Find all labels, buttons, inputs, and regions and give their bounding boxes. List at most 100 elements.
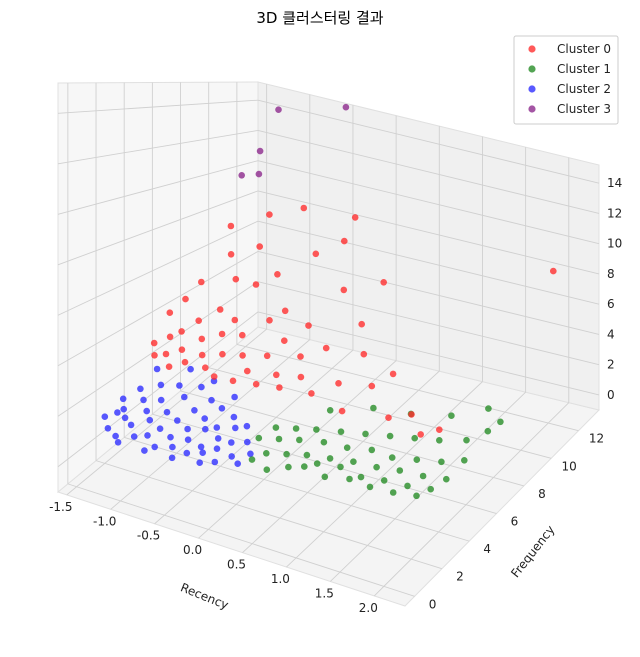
grid-z-left — [57, 190, 259, 266]
point-cluster-0 — [210, 373, 218, 380]
point-cluster-0 — [360, 350, 368, 358]
point-cluster-0 — [239, 331, 246, 339]
y-tick-label: 6 — [511, 515, 519, 529]
grid-z-back — [257, 250, 600, 335]
grid-z-left — [57, 281, 259, 417]
point-cluster-2 — [201, 415, 208, 422]
y-axis-label: Frequency — [508, 523, 557, 580]
point-cluster-2 — [167, 433, 174, 441]
point-cluster-0 — [389, 370, 397, 378]
point-cluster-2 — [208, 396, 215, 404]
point-cluster-0 — [297, 353, 304, 360]
point-cluster-2 — [191, 407, 198, 414]
grid-y-floor — [236, 343, 579, 432]
point-cluster-2 — [169, 443, 176, 451]
point-cluster-1 — [313, 426, 320, 433]
point-cluster-1 — [357, 473, 365, 481]
point-cluster-1 — [438, 458, 445, 466]
point-cluster-1 — [497, 418, 504, 426]
point-cluster-2 — [196, 459, 203, 467]
point-cluster-1 — [388, 454, 396, 461]
y-tick-label: 12 — [589, 432, 604, 446]
point-cluster-1 — [296, 436, 303, 444]
point-cluster-2 — [153, 365, 161, 373]
point-cluster-0 — [300, 204, 308, 212]
point-cluster-1 — [404, 482, 411, 490]
point-cluster-2 — [114, 439, 122, 446]
point-cluster-2 — [114, 409, 121, 416]
point-cluster-1 — [419, 472, 427, 480]
point-cluster-0 — [340, 286, 348, 294]
point-cluster-2 — [214, 435, 222, 442]
point-cluster-0 — [198, 335, 206, 343]
point-cluster-0 — [322, 344, 330, 352]
point-cluster-2 — [176, 382, 183, 389]
legend-marker — [528, 85, 536, 93]
point-cluster-2 — [146, 416, 154, 424]
grid-z-left — [57, 160, 259, 215]
point-cluster-0 — [341, 237, 348, 245]
point-cluster-0 — [198, 351, 206, 359]
point-cluster-0 — [219, 350, 226, 358]
point-cluster-0 — [244, 367, 251, 375]
point-cluster-1 — [346, 475, 353, 483]
grid-z-left — [57, 220, 259, 316]
point-cluster-1 — [368, 446, 376, 454]
point-cluster-2 — [218, 405, 226, 412]
point-cluster-0 — [227, 251, 235, 258]
point-cluster-2 — [213, 424, 221, 431]
chart-title: 3D 클러스터링 결과 — [256, 9, 383, 27]
point-cluster-2 — [140, 396, 147, 404]
point-cluster-0 — [550, 267, 557, 275]
point-cluster-1 — [283, 450, 290, 458]
point-cluster-3 — [238, 172, 245, 179]
y-tick-label: 4 — [483, 542, 491, 556]
point-cluster-0 — [195, 317, 202, 325]
legend-label: Cluster 3 — [557, 102, 611, 116]
point-cluster-0 — [351, 214, 359, 221]
grid-z-back — [257, 220, 600, 305]
point-cluster-2 — [234, 460, 241, 468]
point-cluster-2 — [157, 381, 165, 389]
point-cluster-1 — [386, 432, 394, 440]
point-cluster-2 — [104, 425, 112, 432]
point-cluster-2 — [174, 417, 181, 424]
legend: Cluster 0 Cluster 1 Cluster 2 Cluster 3 — [513, 35, 619, 125]
point-cluster-0 — [231, 316, 239, 324]
grid-z-left — [57, 311, 259, 468]
point-cluster-2 — [156, 425, 164, 433]
point-cluster-2 — [232, 424, 239, 432]
point-cluster-0 — [232, 275, 240, 283]
point-cluster-1 — [313, 460, 321, 467]
data-points — [101, 103, 557, 500]
point-cluster-1 — [337, 463, 344, 471]
z-tick-label: 6 — [607, 297, 615, 311]
point-cluster-1 — [448, 412, 455, 420]
point-cluster-0 — [281, 307, 289, 315]
point-cluster-1 — [366, 483, 374, 491]
point-cluster-2 — [112, 432, 119, 440]
grid-y-floor — [180, 390, 524, 487]
point-cluster-1 — [485, 405, 492, 412]
z-tick-label: 14 — [607, 176, 622, 190]
point-cluster-0 — [166, 309, 174, 317]
point-cluster-1 — [292, 425, 300, 432]
grid-z-back — [257, 160, 600, 245]
legend-marker — [528, 65, 536, 73]
point-cluster-2 — [202, 425, 209, 433]
point-cluster-0 — [305, 322, 312, 329]
x-tick-label: -1.0 — [93, 514, 116, 528]
point-cluster-2 — [231, 393, 238, 401]
grid-z-left — [57, 99, 259, 114]
legend-marker — [528, 45, 536, 53]
grid-x-floor — [154, 349, 354, 525]
grid-z-back — [257, 281, 600, 366]
point-cluster-1 — [303, 451, 311, 459]
point-cluster-1 — [326, 455, 334, 462]
grid-x-floor — [373, 402, 570, 597]
point-cluster-3 — [275, 106, 282, 113]
point-cluster-1 — [411, 434, 419, 442]
x-tick-label: 2.0 — [359, 601, 378, 615]
point-cluster-1 — [350, 458, 357, 466]
